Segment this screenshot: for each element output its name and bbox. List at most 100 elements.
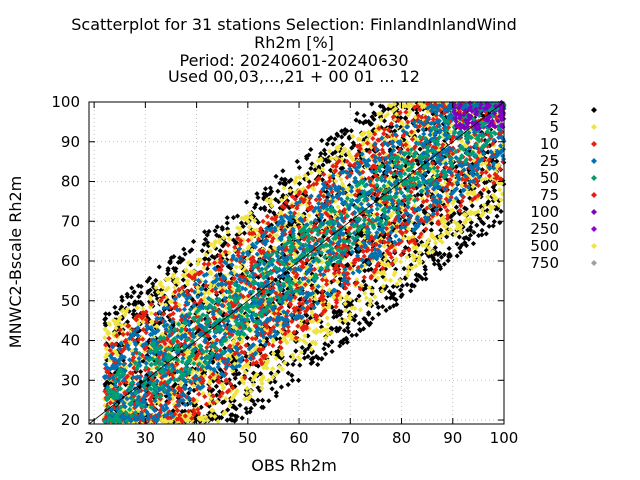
scatter-point-5 bbox=[409, 102, 415, 108]
scatter-point-2 bbox=[328, 279, 334, 285]
scatter-point-5 bbox=[404, 272, 411, 279]
scatter-point-10 bbox=[198, 374, 204, 381]
scatter-point-5 bbox=[234, 327, 240, 333]
scatter-point-2 bbox=[492, 182, 498, 188]
chart-title-line-2: Rh2m [%] bbox=[254, 33, 334, 52]
scatter-point-5 bbox=[271, 245, 278, 251]
scatter-point-2 bbox=[330, 151, 336, 157]
scatter-point-5 bbox=[451, 173, 457, 179]
scatter-point-5 bbox=[364, 137, 370, 143]
scatter-point-2 bbox=[351, 317, 358, 323]
scatter-point-2 bbox=[308, 360, 314, 367]
scatter-point-5 bbox=[205, 417, 211, 423]
scatter-point-5 bbox=[284, 340, 290, 346]
scatter-point-5 bbox=[325, 253, 331, 259]
scatter-point-5 bbox=[278, 209, 284, 215]
scatter-point-5 bbox=[409, 265, 415, 271]
scatter-point-2 bbox=[374, 195, 380, 202]
scatter-point-5 bbox=[194, 369, 200, 375]
scatter-point-5 bbox=[201, 265, 207, 271]
scatter-point-10 bbox=[264, 213, 270, 219]
scatter-point-10 bbox=[125, 331, 131, 337]
scatter-point-5 bbox=[125, 306, 131, 312]
scatter-point-2 bbox=[364, 319, 370, 325]
scatter-point-2 bbox=[262, 186, 269, 192]
scatter-point-2 bbox=[126, 301, 132, 307]
scatter-point-2 bbox=[478, 191, 484, 197]
scatter-point-2 bbox=[364, 236, 370, 243]
scatter-point-2 bbox=[266, 292, 272, 298]
scatter-point-5 bbox=[293, 175, 299, 181]
scatter-point-2 bbox=[329, 339, 335, 345]
scatter-point-2 bbox=[165, 267, 171, 274]
scatter-point-5 bbox=[207, 248, 213, 254]
scatter-point-5 bbox=[247, 394, 253, 400]
scatter-point-2 bbox=[267, 208, 273, 214]
scatter-point-10 bbox=[400, 133, 406, 139]
scatter-point-10 bbox=[228, 279, 235, 286]
scatter-point-5 bbox=[195, 261, 201, 267]
scatter-point-2 bbox=[138, 379, 144, 385]
scatter-point-2 bbox=[219, 256, 225, 262]
scatter-point-10 bbox=[486, 173, 493, 179]
scatter-point-5 bbox=[175, 280, 181, 286]
scatter-point-10 bbox=[204, 344, 210, 351]
scatter-point-10 bbox=[347, 161, 353, 167]
scatter-point-2 bbox=[435, 251, 441, 258]
scatter-point-5 bbox=[312, 296, 318, 302]
scatter-point-5 bbox=[211, 375, 218, 381]
scatter-point-5 bbox=[156, 383, 162, 389]
scatter-point-5 bbox=[276, 364, 282, 370]
scatter-point-2 bbox=[275, 349, 281, 356]
scatter-point-5 bbox=[368, 155, 374, 162]
scatter-point-5 bbox=[169, 396, 176, 402]
scatter-point-2 bbox=[225, 407, 231, 413]
scatter-point-5 bbox=[233, 335, 239, 341]
scatter-point-2 bbox=[360, 326, 367, 332]
scatter-point-2 bbox=[198, 404, 204, 410]
scatter-point-10 bbox=[403, 141, 409, 148]
scatter-point-2 bbox=[277, 180, 283, 186]
scatter-point-5 bbox=[202, 290, 208, 296]
scatter-point-5 bbox=[283, 194, 289, 200]
scatter-point-2 bbox=[345, 321, 351, 327]
scatter-point-5 bbox=[403, 103, 409, 109]
scatter-point-5 bbox=[285, 333, 291, 339]
scatter-point-5 bbox=[416, 260, 423, 266]
scatter-point-5 bbox=[362, 290, 368, 296]
scatter-point-2 bbox=[153, 277, 159, 284]
scatter-point-5 bbox=[433, 189, 439, 195]
scatter-point-5 bbox=[421, 103, 428, 110]
scatter-point-2 bbox=[471, 229, 477, 236]
scatter-point-5 bbox=[426, 237, 432, 243]
scatter-point-2 bbox=[177, 255, 183, 261]
scatter-point-5 bbox=[244, 385, 250, 392]
scatter-point-5 bbox=[343, 296, 349, 302]
scatter-point-5 bbox=[343, 208, 349, 214]
scatter-point-2 bbox=[489, 194, 495, 200]
scatter-point-2 bbox=[391, 303, 397, 309]
scatter-point-2 bbox=[318, 324, 325, 330]
scatter-point-10 bbox=[394, 169, 400, 175]
scatter-point-2 bbox=[343, 335, 349, 341]
scatter-point-2 bbox=[175, 259, 181, 265]
scatter-point-5 bbox=[279, 366, 285, 372]
scatter-point-2 bbox=[346, 135, 352, 141]
scatter-point-2 bbox=[492, 187, 498, 194]
scatter-point-5 bbox=[447, 226, 453, 232]
scatter-point-2 bbox=[413, 277, 419, 283]
scatter-point-2 bbox=[369, 114, 375, 120]
scatter-point-2 bbox=[318, 150, 324, 157]
scatter-point-5 bbox=[296, 174, 303, 181]
scatter-point-2 bbox=[467, 148, 473, 154]
scatter-point-5 bbox=[433, 240, 439, 246]
scatter-point-5 bbox=[458, 224, 464, 230]
scatter-point-2 bbox=[368, 121, 375, 127]
scatter-point-5 bbox=[342, 307, 349, 313]
scatter-point-10 bbox=[267, 233, 273, 239]
scatter-point-5 bbox=[342, 301, 348, 307]
scatter-point-5 bbox=[289, 201, 295, 207]
scatter-point-2 bbox=[339, 141, 346, 148]
scatter-point-10 bbox=[279, 203, 285, 210]
scatter-point-2 bbox=[112, 304, 118, 310]
